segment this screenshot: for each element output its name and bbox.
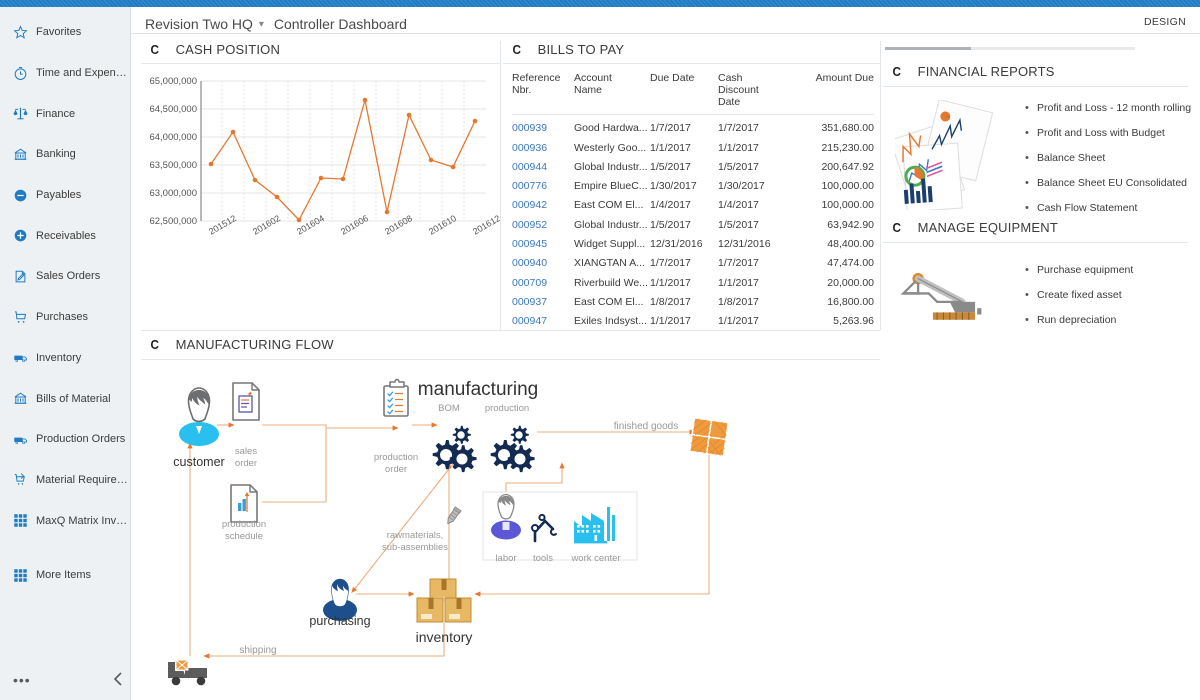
svg-text:production: production xyxy=(374,452,418,463)
svg-text:63,500,000: 63,500,000 xyxy=(149,160,197,171)
svg-text:labor: labor xyxy=(495,553,516,564)
svg-text:work center: work center xyxy=(570,553,620,564)
svg-text:schedule: schedule xyxy=(225,531,263,542)
svg-text:manufacturing: manufacturing xyxy=(418,379,538,400)
svg-text:201610: 201610 xyxy=(427,213,458,237)
svg-text:64,500,000: 64,500,000 xyxy=(149,104,197,115)
svg-text:customer: customer xyxy=(173,455,224,469)
svg-text:tools: tools xyxy=(533,553,553,564)
svg-text:64,000,000: 64,000,000 xyxy=(149,132,197,143)
svg-text:production: production xyxy=(485,403,529,414)
svg-text:201604: 201604 xyxy=(295,213,326,237)
svg-text:production: production xyxy=(222,519,266,530)
svg-text:rawmaterials,: rawmaterials, xyxy=(387,530,444,541)
svg-text:63,000,000: 63,000,000 xyxy=(149,188,197,199)
svg-text:201612: 201612 xyxy=(471,213,500,237)
svg-text:sales: sales xyxy=(235,446,257,457)
svg-text:201602: 201602 xyxy=(251,213,282,237)
svg-text:order: order xyxy=(235,458,257,469)
svg-text:201606: 201606 xyxy=(339,213,370,237)
svg-text:inventory: inventory xyxy=(416,629,473,645)
svg-text:purchasing: purchasing xyxy=(309,614,370,628)
svg-text:62,500,000: 62,500,000 xyxy=(149,216,197,227)
svg-text:65,000,000: 65,000,000 xyxy=(149,76,197,87)
svg-text:BOM: BOM xyxy=(438,403,460,414)
svg-text:201608: 201608 xyxy=(383,213,414,237)
svg-text:shipping: shipping xyxy=(239,645,276,656)
svg-text:order: order xyxy=(385,464,407,475)
svg-text:finished goods: finished goods xyxy=(614,421,679,432)
svg-text:sub-assemblies: sub-assemblies xyxy=(382,542,448,553)
svg-text:201512: 201512 xyxy=(207,213,238,237)
